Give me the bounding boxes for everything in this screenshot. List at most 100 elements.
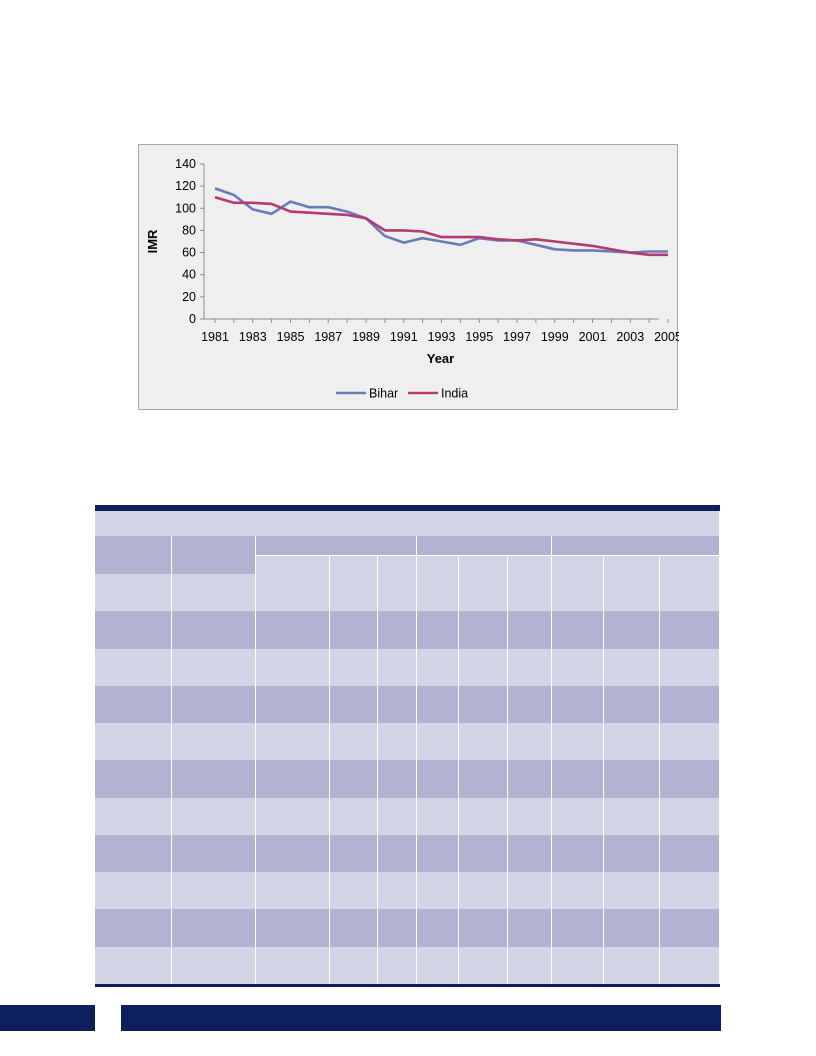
table-cell <box>95 760 172 798</box>
table-cell <box>172 834 256 873</box>
table-cell <box>508 574 552 612</box>
imr-line-chart: 0 20 40 60 80 100 120 140 1981 1983 1985 1987 1989 19… <box>145 157 679 401</box>
footer-bar-left <box>0 1005 95 1031</box>
table-cell <box>256 760 330 798</box>
table-cell <box>660 723 720 761</box>
table-cell <box>552 574 604 612</box>
table-cell <box>172 909 256 947</box>
table-cell <box>330 909 378 947</box>
table-subheader-cell <box>256 555 330 574</box>
table-cell <box>508 685 552 724</box>
table-cell <box>256 946 330 984</box>
table-cell <box>417 574 459 612</box>
table-cell <box>378 611 417 649</box>
table-cell <box>552 648 604 686</box>
table-cell <box>172 574 256 612</box>
table-subheader-cell <box>417 555 459 574</box>
table-cell <box>508 611 552 649</box>
table-cell <box>660 760 720 798</box>
table-cell <box>256 723 330 761</box>
table-cell <box>172 797 256 835</box>
table-cell <box>172 648 256 686</box>
table-cell <box>660 797 720 835</box>
table-cell <box>459 834 508 873</box>
table-cell <box>552 872 604 910</box>
table-cell <box>95 685 172 724</box>
table-subheader-cell <box>660 555 720 574</box>
table-cell <box>330 685 378 724</box>
table-cell <box>459 946 508 984</box>
table-group-header <box>417 536 552 555</box>
x-tick-label: 1995 <box>465 330 493 344</box>
table-cell <box>378 909 417 947</box>
table-cell <box>459 872 508 910</box>
table-cell <box>330 611 378 649</box>
table-cell <box>459 760 508 798</box>
table-cell <box>95 872 172 910</box>
table-cell <box>417 872 459 910</box>
y-tick-label: 60 <box>182 246 196 260</box>
table-cell <box>604 723 660 761</box>
table-cell <box>417 909 459 947</box>
y-tick-label: 0 <box>189 312 196 326</box>
table-subheader-cell <box>459 555 508 574</box>
table-cell <box>330 797 378 835</box>
table-cell <box>660 685 720 724</box>
legend-label-india: India <box>441 387 468 401</box>
table-header-separator <box>256 555 720 556</box>
table-cell <box>552 685 604 724</box>
table-cell <box>459 648 508 686</box>
table-cell <box>604 909 660 947</box>
table-cell <box>378 872 417 910</box>
y-tick-label: 100 <box>175 201 196 215</box>
table-cell <box>552 611 604 649</box>
table-cell <box>660 946 720 984</box>
table-cell <box>508 648 552 686</box>
table-cell <box>417 611 459 649</box>
table-cell <box>604 574 660 612</box>
table-cell <box>604 946 660 984</box>
x-tick-label: 1991 <box>390 330 418 344</box>
table-group-header <box>552 536 720 555</box>
table-cell <box>330 723 378 761</box>
table-group-header <box>256 536 417 555</box>
table-subheader-cell <box>508 555 552 574</box>
table-cell <box>552 723 604 761</box>
y-tick-label: 140 <box>175 157 196 171</box>
table-header-cell <box>95 536 172 574</box>
table-cell <box>508 834 552 873</box>
x-tick-label: 1985 <box>277 330 305 344</box>
x-tick-label: 1981 <box>201 330 229 344</box>
table-cell <box>256 611 330 649</box>
x-tick-label: 1983 <box>239 330 267 344</box>
table-cell <box>508 872 552 910</box>
table-cell <box>417 834 459 873</box>
table-cell <box>256 648 330 686</box>
table-cell <box>172 946 256 984</box>
table-cell <box>330 648 378 686</box>
table-subheader-cell <box>604 555 660 574</box>
x-tick-label: 1987 <box>314 330 342 344</box>
table-cell <box>330 574 378 612</box>
table-subheader-cell <box>378 555 417 574</box>
table-cell <box>172 723 256 761</box>
table-cell <box>95 946 172 984</box>
table-cell <box>552 909 604 947</box>
table-subheader-cell <box>552 555 604 574</box>
table-cell <box>417 648 459 686</box>
table-cell <box>378 797 417 835</box>
table-cell <box>256 797 330 835</box>
data-table <box>95 505 720 987</box>
table-cell <box>378 574 417 612</box>
table-cell <box>256 574 330 612</box>
table-cell <box>508 946 552 984</box>
table-cell <box>552 946 604 984</box>
table-header-cell <box>172 536 256 574</box>
table-cell <box>604 648 660 686</box>
table-cell <box>660 909 720 947</box>
table-cell <box>417 797 459 835</box>
table-cell <box>604 611 660 649</box>
table-cell <box>417 760 459 798</box>
table-cell <box>95 611 172 649</box>
x-tick-label: 1993 <box>428 330 456 344</box>
